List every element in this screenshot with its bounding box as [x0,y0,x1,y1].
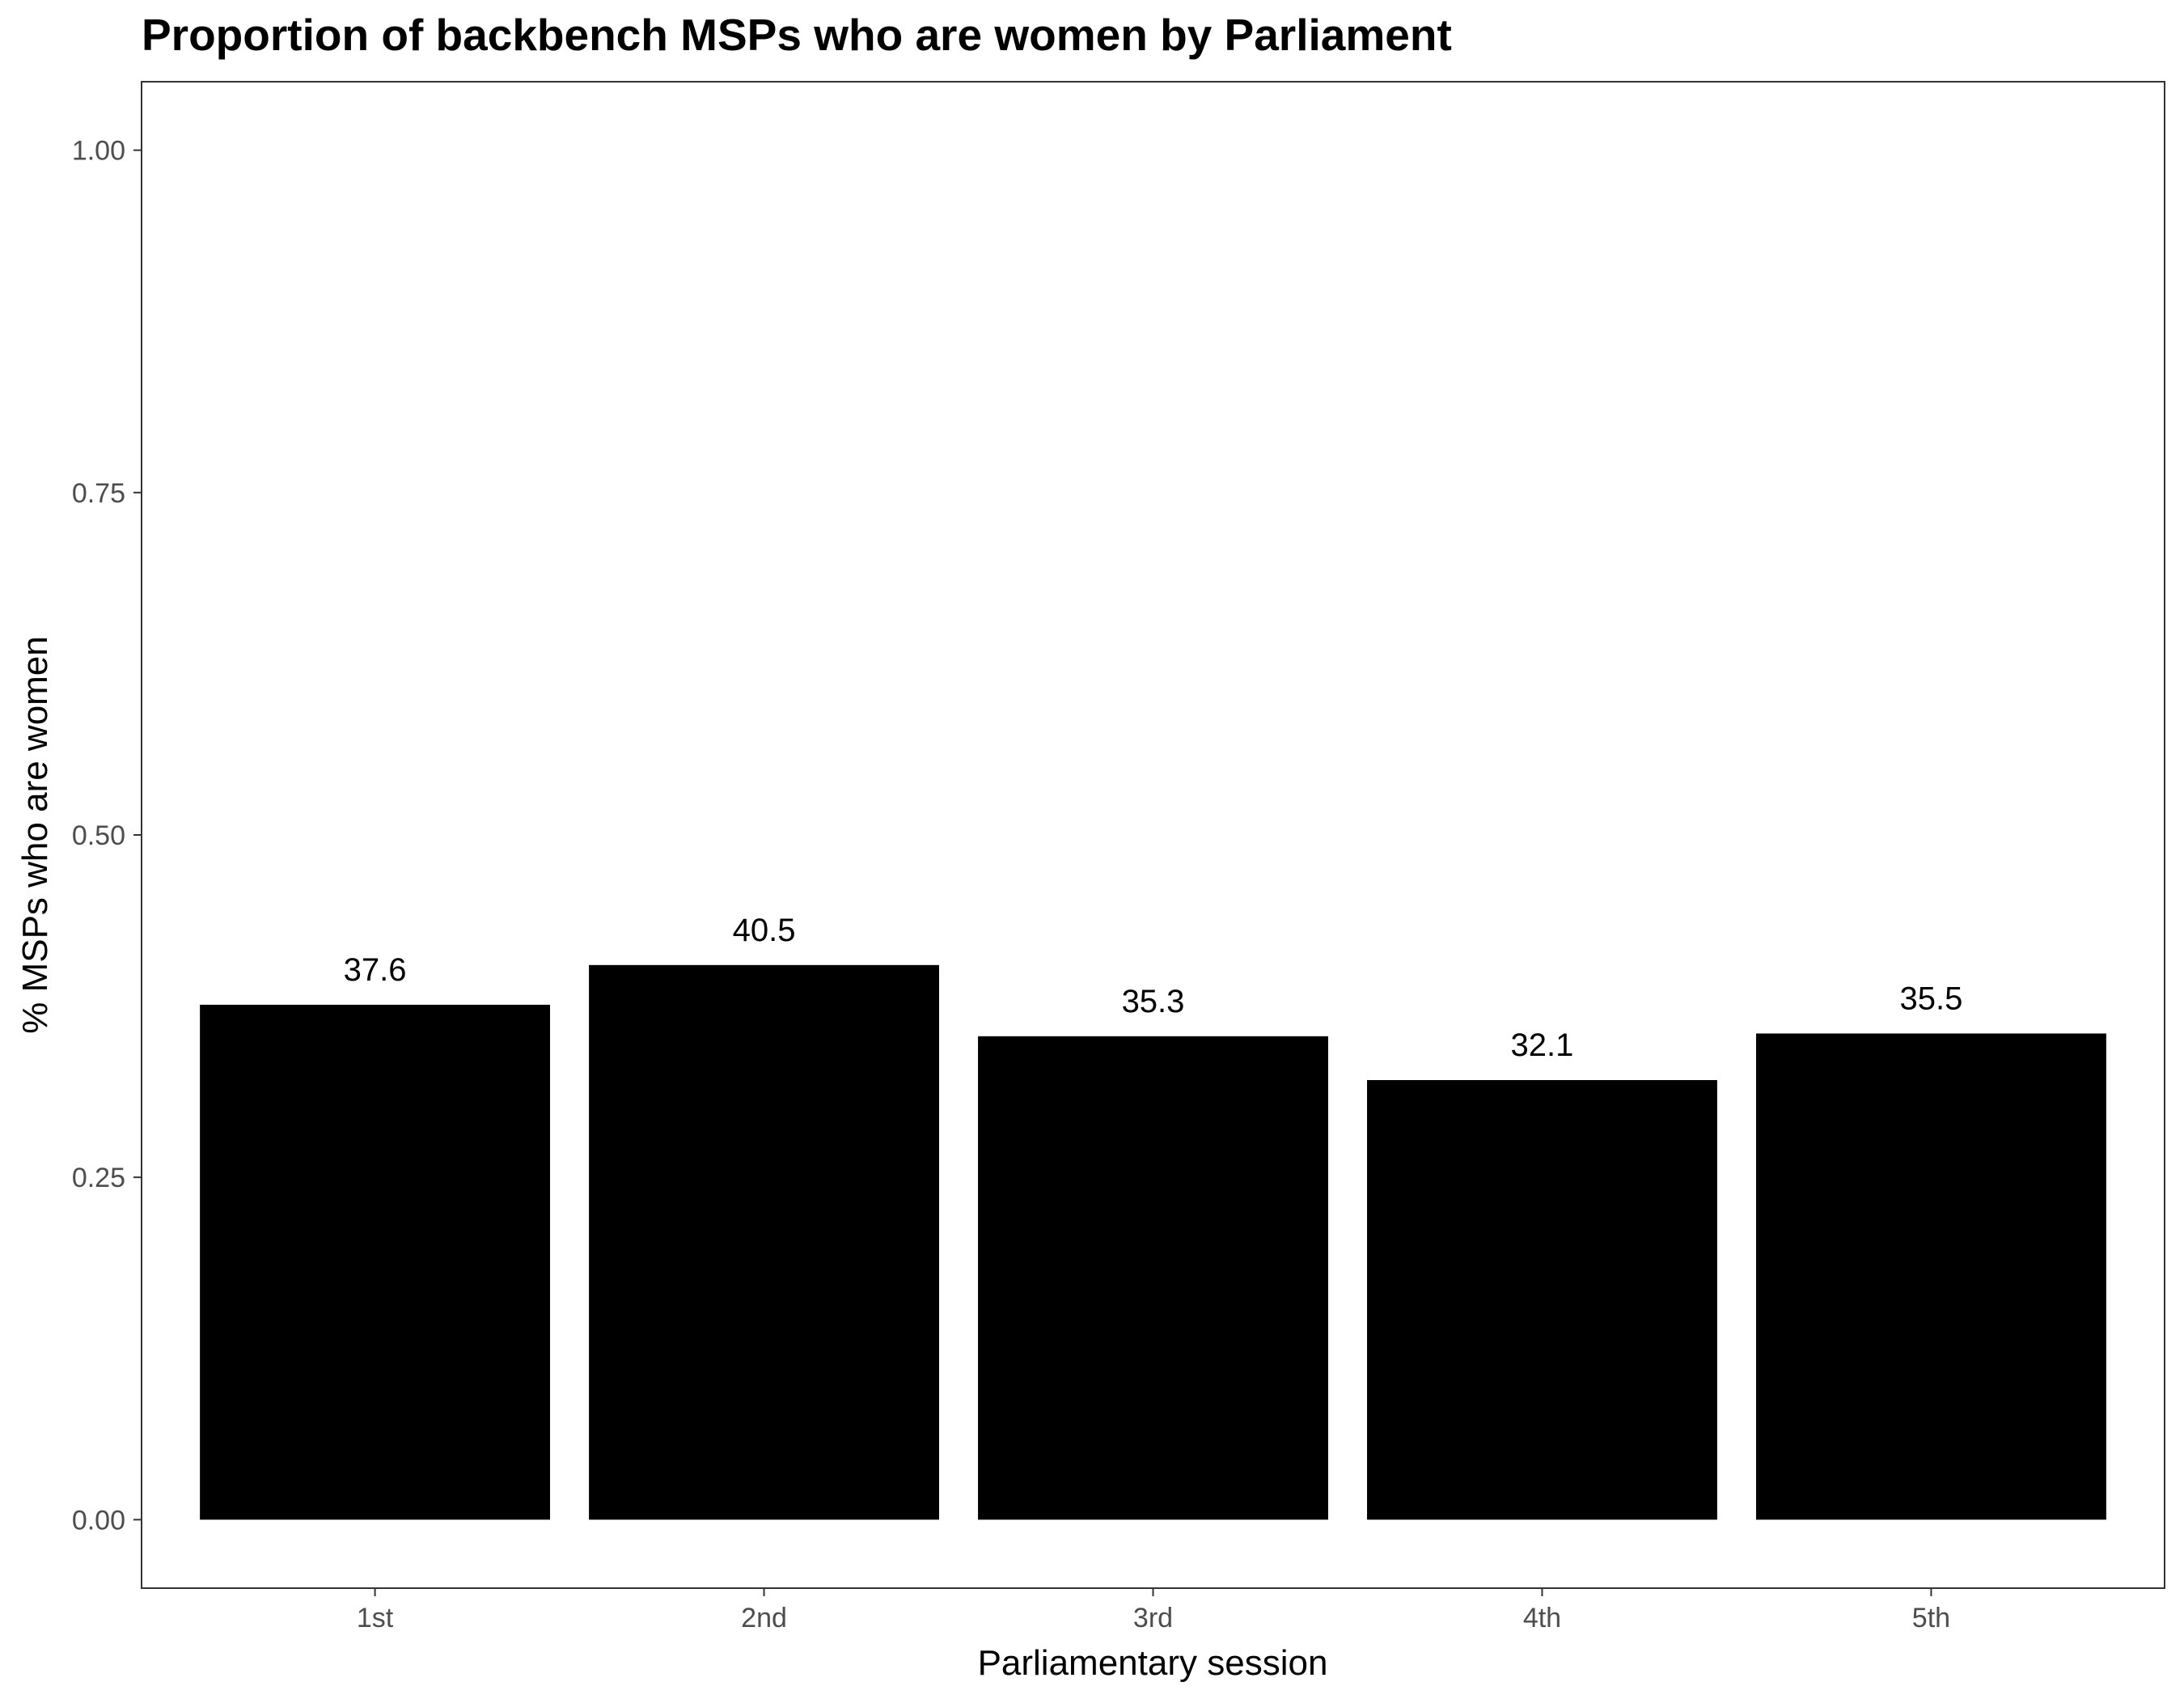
y-axis: 0.00 0.25 0.50 0.75 1.00 [72,136,142,1536]
x-tick-label-4th: 4th [1523,1603,1561,1633]
x-axis-title: Parliamentary session [978,1643,1328,1683]
bar-1st [200,1004,551,1520]
data-label-4th: 32.1 [1511,1027,1574,1063]
y-tick-label: 0.50 [72,820,125,851]
data-labels-layer: 37.6 40.5 35.3 32.1 35.5 [344,913,1963,1063]
bars-layer [200,964,2106,1520]
chart-title: Proportion of backbench MSPs who are wom… [142,10,1452,60]
data-label-5th: 35.5 [1899,981,1962,1016]
y-axis-title: % MSPs who are women [15,636,55,1034]
bar-3rd [978,1036,1328,1520]
data-label-3rd: 35.3 [1122,984,1185,1019]
bar-4th [1367,1079,1717,1520]
y-tick-label: 0.75 [72,478,125,509]
data-label-1st: 37.6 [344,952,407,988]
bar-2nd [589,964,939,1520]
x-tick-label-2nd: 2nd [741,1603,787,1633]
x-tick-label-5th: 5th [1912,1603,1950,1633]
x-tick-label-1st: 1st [357,1603,394,1633]
x-axis: 1st 2nd 3rd 4th 5th [357,1588,1950,1633]
x-tick-label-3rd: 3rd [1133,1603,1173,1633]
y-tick-label: 1.00 [72,136,125,167]
bar-5th [1755,1033,2106,1520]
y-tick-label: 0.25 [72,1163,125,1193]
data-label-2nd: 40.5 [733,913,796,948]
y-tick-label: 0.00 [72,1505,125,1536]
